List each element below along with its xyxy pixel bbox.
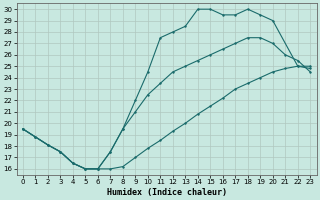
X-axis label: Humidex (Indice chaleur): Humidex (Indice chaleur) bbox=[107, 188, 227, 197]
